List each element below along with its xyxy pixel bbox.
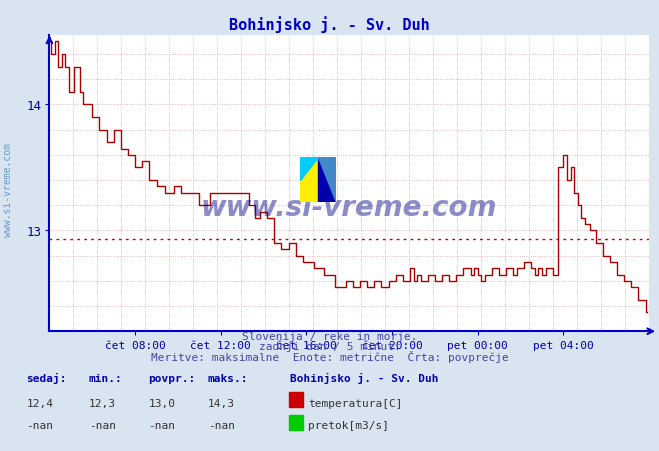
Polygon shape	[300, 158, 318, 180]
Text: temperatura[C]: temperatura[C]	[308, 398, 403, 408]
Text: -nan: -nan	[208, 420, 235, 430]
Text: -nan: -nan	[26, 420, 53, 430]
Text: maks.:: maks.:	[208, 373, 248, 383]
Polygon shape	[300, 158, 318, 203]
Text: -nan: -nan	[89, 420, 116, 430]
Text: 12,3: 12,3	[89, 398, 116, 408]
Polygon shape	[318, 158, 336, 203]
Text: www.si-vreme.com: www.si-vreme.com	[3, 143, 13, 236]
Text: min.:: min.:	[89, 373, 123, 383]
Text: www.si-vreme.com: www.si-vreme.com	[201, 193, 498, 221]
Text: 12,4: 12,4	[26, 398, 53, 408]
Text: 14,3: 14,3	[208, 398, 235, 408]
Text: sedaj:: sedaj:	[26, 372, 67, 383]
Text: povpr.:: povpr.:	[148, 373, 196, 383]
Text: Bohinjsko j. - Sv. Duh: Bohinjsko j. - Sv. Duh	[290, 372, 438, 383]
Text: zadnji dan / 5 minut.: zadnji dan / 5 minut.	[258, 341, 401, 351]
Text: 13,0: 13,0	[148, 398, 175, 408]
Polygon shape	[318, 158, 336, 203]
Text: Bohinjsko j. - Sv. Duh: Bohinjsko j. - Sv. Duh	[229, 16, 430, 32]
Text: pretok[m3/s]: pretok[m3/s]	[308, 420, 389, 430]
Text: Slovenija / reke in morje.: Slovenija / reke in morje.	[242, 331, 417, 341]
Text: -nan: -nan	[148, 420, 175, 430]
Text: Meritve: maksimalne  Enote: metrične  Črta: povprečje: Meritve: maksimalne Enote: metrične Črta…	[151, 350, 508, 362]
